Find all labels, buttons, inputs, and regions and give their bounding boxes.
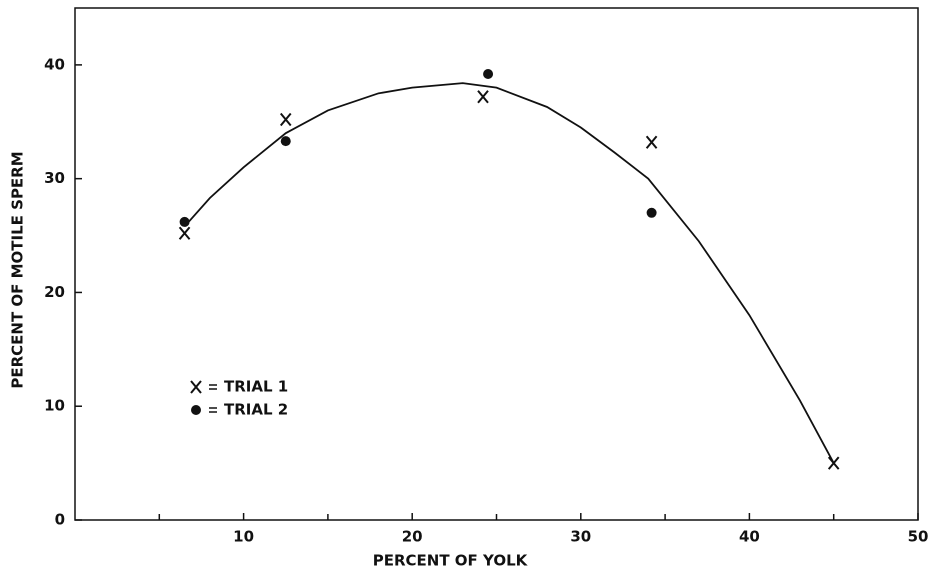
- legend-label: TRIAL 2: [224, 401, 288, 419]
- x-tick-label: 10: [233, 528, 254, 546]
- y-tick-label: 30: [44, 169, 65, 187]
- data-point: [483, 68, 494, 79]
- data-point: [280, 136, 291, 147]
- fit-curve: [183, 82, 835, 464]
- data-point: [477, 90, 489, 104]
- data-point: [645, 135, 658, 149]
- data-point: [279, 112, 292, 127]
- data-point: [179, 216, 190, 227]
- x-tick-label: 20: [402, 528, 423, 546]
- x-tick-label: 30: [570, 528, 591, 546]
- y-tick-label: 0: [55, 511, 65, 529]
- y-tick-label: 10: [44, 397, 65, 415]
- data-point: [827, 456, 840, 470]
- data-point: [178, 226, 191, 240]
- y-tick-label: 40: [44, 55, 65, 73]
- legend-marker: [191, 405, 201, 415]
- y-axis-title: PERCENT OF MOTILE SPERM: [9, 151, 27, 388]
- y-tick-label: 20: [44, 283, 65, 301]
- x-axis-title: PERCENT OF YOLK: [373, 552, 529, 570]
- legend-label: TRIAL 1: [224, 378, 288, 396]
- plot-frame: [74, 7, 919, 521]
- x-tick-label: 40: [739, 528, 760, 546]
- data-point: [646, 207, 657, 218]
- legend-marker: [190, 380, 202, 394]
- x-tick-label: 50: [908, 528, 928, 546]
